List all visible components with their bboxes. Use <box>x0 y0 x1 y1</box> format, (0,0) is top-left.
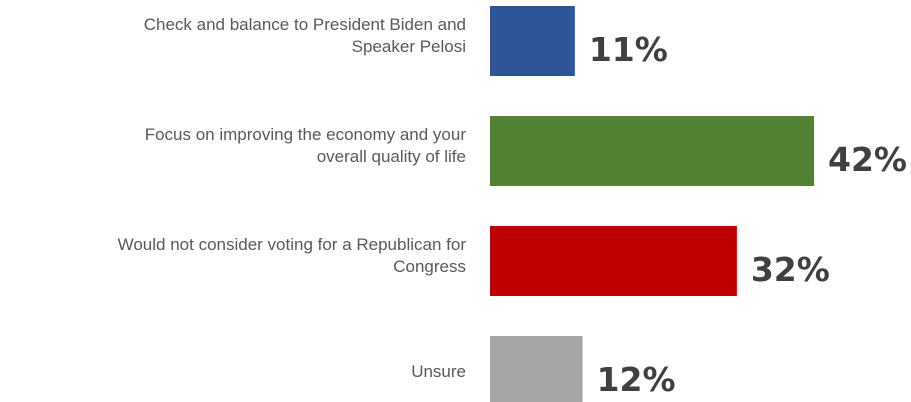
bar-1 <box>490 6 575 76</box>
category-label-line: Would not consider voting for a Republic… <box>118 235 467 254</box>
value-label-1: 11% <box>589 30 668 69</box>
bar-3 <box>490 226 737 296</box>
category-label-2: Focus on improving the economy and your o… <box>145 125 467 166</box>
category-label-line: Focus on improving the economy and your <box>145 125 467 144</box>
bar-2 <box>490 116 814 186</box>
bar-4 <box>490 336 583 402</box>
value-label-4: 12% <box>597 360 676 399</box>
category-label-3: Would not consider voting for a Republic… <box>118 235 467 276</box>
value-label-2: 42% <box>828 140 907 179</box>
category-label-4: Unsure <box>411 362 466 381</box>
category-label-line: Check and balance to President Biden and <box>144 15 466 34</box>
category-label-line: Congress <box>393 257 466 276</box>
value-label-3: 32% <box>751 250 830 289</box>
category-label-line: Unsure <box>411 362 466 381</box>
category-label-line: Speaker Pelosi <box>352 37 466 56</box>
category-label-line: overall quality of life <box>317 147 466 166</box>
category-label-1: Check and balance to President Biden and… <box>144 15 466 56</box>
